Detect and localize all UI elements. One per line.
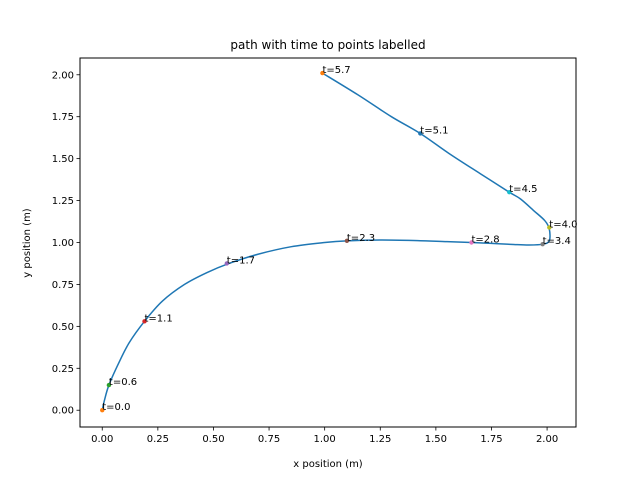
time-point-marker <box>344 238 350 244</box>
y-tick-label: 1.50 <box>52 154 74 165</box>
time-point-marker <box>547 225 552 230</box>
y-tick-label: 0.75 <box>52 280 74 291</box>
time-point-label: t=4.0 <box>549 219 577 230</box>
x-axis-label: x position (m) <box>293 459 363 470</box>
x-tick-label: 0.75 <box>258 434 280 445</box>
y-tick-label: 2.00 <box>52 70 74 81</box>
time-point-label: t=5.7 <box>322 65 350 76</box>
time-point-marker <box>418 131 423 136</box>
time-point-marker <box>469 240 474 245</box>
x-tick-label: 0.50 <box>202 434 224 445</box>
time-point-label: t=1.1 <box>145 313 173 324</box>
y-tick-label: 1.00 <box>52 238 74 249</box>
x-tick-label: 1.00 <box>314 434 336 445</box>
time-point-label: t=0.0 <box>102 402 130 413</box>
time-point-marker <box>540 241 545 247</box>
x-tick-label: 2.00 <box>536 434 558 445</box>
axes-ticks: 0.00 0.25 0.50 0.75 1.00 1.25 1.50 1.75 2.00 0.00… <box>52 70 558 445</box>
time-point-label: t=3.4 <box>543 236 571 247</box>
time-point-label: t=4.5 <box>509 184 537 195</box>
time-point-label: t=0.6 <box>109 377 137 388</box>
time-point-label: t=1.7 <box>227 255 255 266</box>
plot-area: t=0.0 t=0.6 t=1.1 t=1.7 t=2.3 t=2.8 t=3.4 t=4.0… <box>100 65 578 413</box>
y-axis-label: y position (m) <box>22 208 33 278</box>
y-tick-label: 0.00 <box>52 406 74 417</box>
time-point-marker <box>142 319 147 324</box>
time-point-label: t=2.8 <box>471 235 499 246</box>
time-point-marker <box>320 70 325 76</box>
time-point-marker <box>100 408 105 413</box>
x-tick-label: 0.00 <box>91 434 113 445</box>
x-tick-label: 1.25 <box>369 434 391 445</box>
y-tick-label: 0.50 <box>52 322 74 333</box>
time-point-marker <box>106 382 112 388</box>
y-tick-label: 1.25 <box>52 196 74 207</box>
y-tick-label: 0.25 <box>52 364 74 375</box>
path-line <box>101 72 551 411</box>
x-tick-label: 1.50 <box>425 434 447 445</box>
y-tick-label: 1.75 <box>52 112 74 123</box>
time-point-marker <box>507 189 512 195</box>
x-tick-label: 1.75 <box>480 434 502 445</box>
chart-title: path with time to points labelled <box>230 38 425 52</box>
x-tick-label: 0.25 <box>147 434 169 445</box>
time-point-marker <box>224 261 229 266</box>
time-point-label: t=2.3 <box>347 233 375 244</box>
time-point-label: t=5.1 <box>420 125 448 136</box>
